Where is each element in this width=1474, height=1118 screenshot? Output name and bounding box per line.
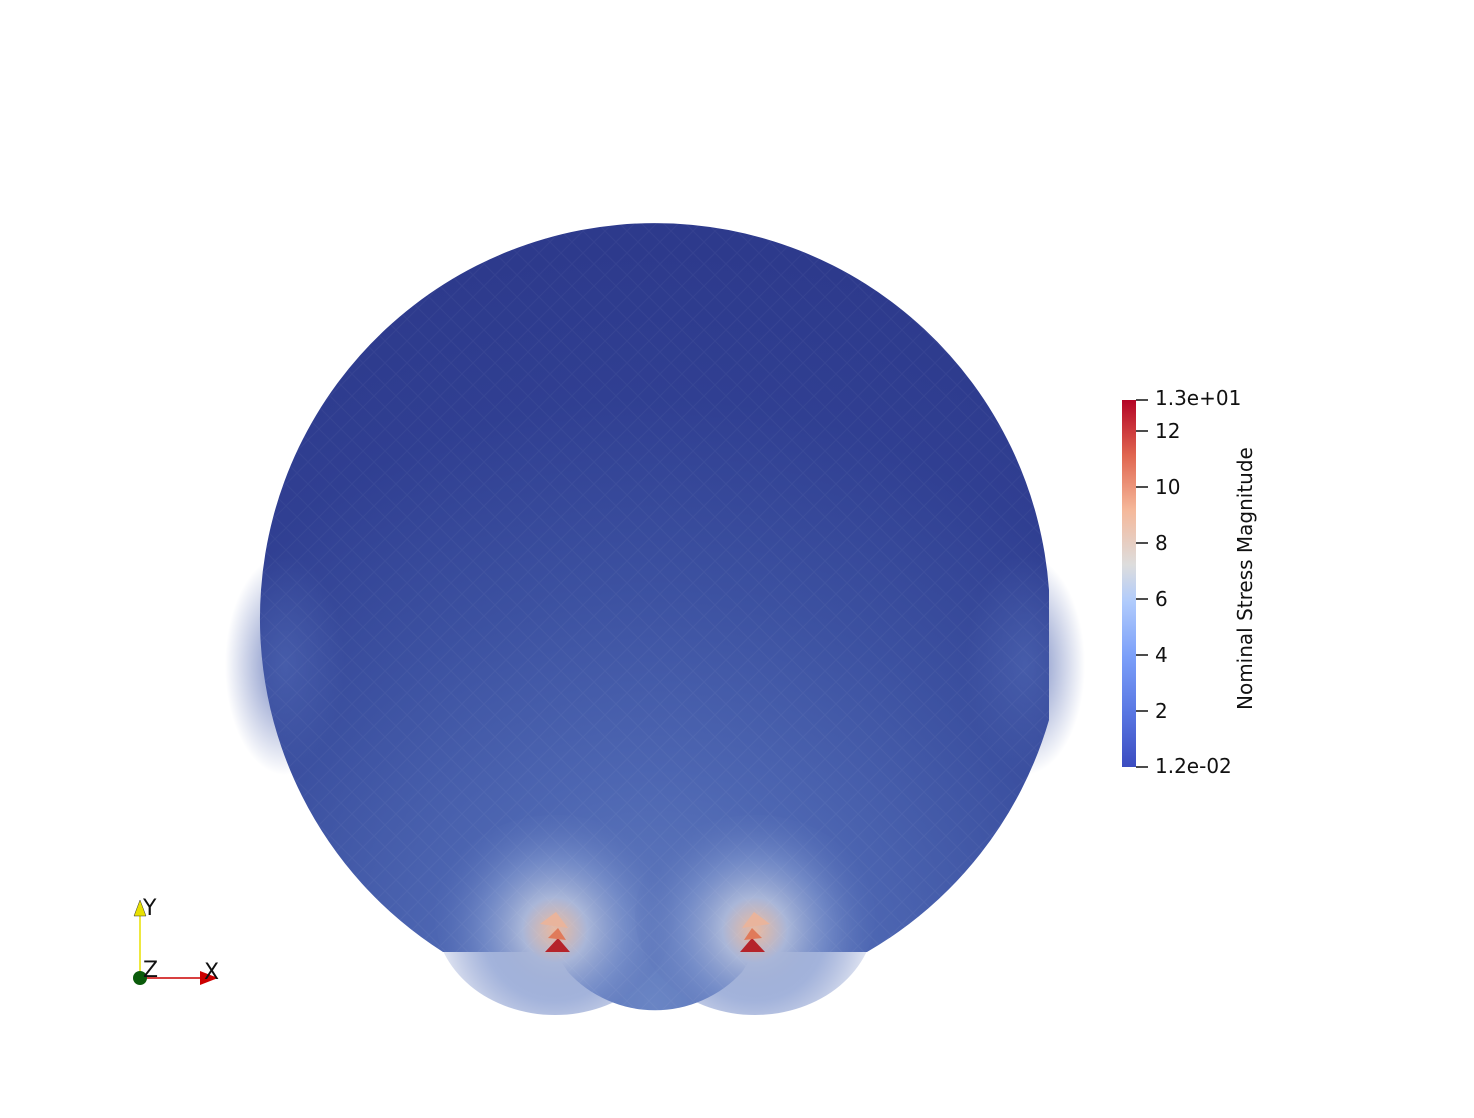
scalar-bar-label: 2 [1155,699,1168,723]
scalar-bar-label-min: 1.2e-02 [1155,754,1232,778]
scalar-bar-label: 12 [1155,419,1181,443]
scalar-bar-label: 10 [1155,475,1181,499]
y-axis-label: Y [143,896,157,921]
scalar-bar-label: 8 [1155,531,1168,555]
scalar-bar-ticks [1136,399,1148,768]
scalar-bar-label: 4 [1155,643,1168,667]
z-axis-label: Z [143,958,159,983]
stress-hotspot-right [740,912,770,952]
x-axis-arrow-icon [200,971,218,985]
z-axis-dot-icon [133,971,147,985]
orientation-axes[interactable] [133,899,218,985]
scalar-bar-gradient [1122,400,1136,767]
mesh-body [225,223,1085,1015]
scalar-bar-label-max: 1.3e+01 [1155,386,1242,410]
scalar-bar-title: Nominal Stress Magnitude [1233,447,1257,710]
x-axis-label: X [204,960,220,985]
scalar-bar[interactable] [1122,399,1148,768]
y-axis-arrow-icon [133,899,147,917]
stress-hotspot-left [540,912,570,952]
scalar-bar-label: 6 [1155,587,1168,611]
